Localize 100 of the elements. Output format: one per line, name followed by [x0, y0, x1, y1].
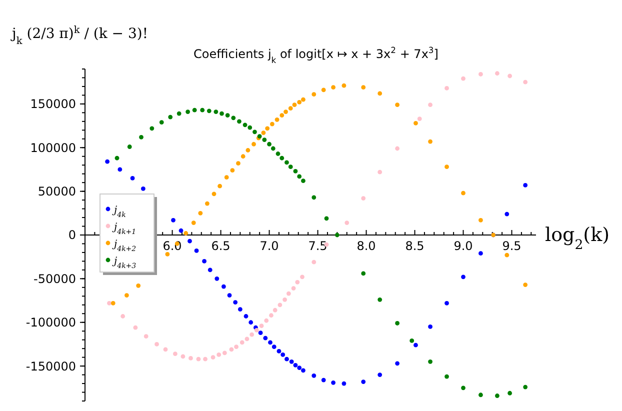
- point: [331, 380, 336, 385]
- point: [342, 83, 346, 88]
- x-tick-label: 6.5: [211, 239, 230, 253]
- point: [276, 349, 282, 354]
- point: [301, 368, 306, 373]
- point: [224, 175, 229, 180]
- point: [216, 352, 222, 357]
- point: [140, 186, 146, 191]
- point: [120, 314, 126, 318]
- point: [203, 356, 208, 362]
- point: [168, 114, 173, 120]
- point: [259, 324, 264, 328]
- x-axis-title: log$_{2}$(k): [545, 224, 610, 252]
- point: [186, 110, 190, 114]
- point: [200, 108, 205, 112]
- point: [284, 160, 289, 165]
- point: [291, 286, 296, 290]
- point: [378, 372, 382, 377]
- point: [196, 356, 201, 362]
- point: [210, 355, 216, 360]
- point: [523, 80, 528, 84]
- point: [267, 142, 272, 146]
- point: [297, 100, 302, 104]
- point: [144, 334, 148, 339]
- point: [238, 307, 242, 312]
- point: [504, 212, 510, 216]
- x-tick-label: 8.0: [356, 239, 376, 253]
- point: [130, 176, 135, 180]
- point: [280, 352, 286, 357]
- point: [461, 190, 466, 196]
- point: [361, 196, 366, 201]
- point: [461, 274, 466, 280]
- point: [284, 356, 289, 362]
- x-tick-label: 7.5: [308, 239, 328, 253]
- point: [284, 110, 288, 114]
- point: [154, 342, 159, 346]
- point: [395, 321, 400, 326]
- point: [478, 218, 483, 222]
- point: [478, 72, 483, 76]
- point: [165, 252, 170, 256]
- point: [278, 302, 282, 308]
- legend-label: j$_{4k+3}$: [112, 256, 137, 270]
- point: [395, 146, 400, 151]
- point: [288, 164, 293, 170]
- point: [321, 378, 326, 382]
- point: [244, 314, 248, 318]
- point: [297, 366, 302, 370]
- point: [461, 386, 466, 390]
- point: [378, 91, 382, 96]
- point: [428, 139, 432, 144]
- point: [236, 161, 240, 166]
- point: [171, 218, 176, 222]
- point: [159, 120, 164, 124]
- x-tick-label: 9.0: [454, 239, 473, 253]
- y-tick-label: 150000: [30, 97, 76, 112]
- point: [265, 126, 270, 131]
- point: [163, 347, 168, 352]
- point: [244, 336, 250, 342]
- legend-label: j$_{4k+2}$: [112, 239, 137, 253]
- chart-title: Coefficients j$_{k}$ of logit[x ↦ x + 3x$^{2}$ + 7x$^{3}$]: [194, 45, 438, 65]
- point: [361, 85, 366, 90]
- y-axis-title: j$_{k}$ (2/3 π)$^{k}$ / (k − 3)!: [10, 24, 148, 46]
- point: [342, 381, 346, 386]
- point: [242, 122, 248, 128]
- point: [246, 148, 250, 152]
- point: [118, 167, 122, 172]
- point: [504, 252, 510, 258]
- point: [428, 324, 432, 329]
- point: [361, 380, 366, 384]
- point: [321, 88, 326, 92]
- y-tick-label: -50000: [33, 272, 76, 286]
- point: [124, 293, 129, 298]
- point: [270, 122, 274, 126]
- point: [414, 120, 418, 126]
- point: [202, 259, 206, 264]
- point: [289, 359, 294, 364]
- point: [312, 373, 316, 378]
- point: [230, 168, 235, 173]
- point: [288, 106, 293, 111]
- point: [282, 297, 287, 302]
- point: [395, 102, 400, 108]
- point: [495, 71, 500, 76]
- point: [221, 284, 226, 289]
- point: [312, 195, 316, 200]
- point: [150, 126, 154, 131]
- point: [222, 350, 227, 356]
- point: [212, 192, 216, 196]
- point: [417, 116, 422, 121]
- point: [444, 86, 449, 90]
- point: [301, 178, 306, 184]
- point: [295, 280, 300, 284]
- point: [218, 184, 222, 188]
- point: [188, 238, 192, 244]
- point: [523, 384, 528, 390]
- point: [250, 332, 254, 337]
- point: [270, 146, 276, 151]
- point: [127, 144, 132, 149]
- point: [478, 392, 483, 398]
- point: [248, 125, 252, 130]
- point: [523, 183, 528, 188]
